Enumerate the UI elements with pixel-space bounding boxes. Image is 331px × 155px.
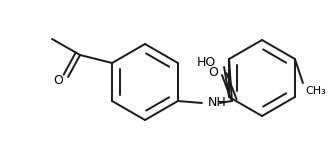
Text: HO: HO	[197, 57, 216, 69]
Text: O: O	[53, 75, 63, 88]
Text: O: O	[208, 66, 218, 80]
Text: NH: NH	[208, 97, 227, 109]
Text: CH₃: CH₃	[305, 86, 326, 96]
